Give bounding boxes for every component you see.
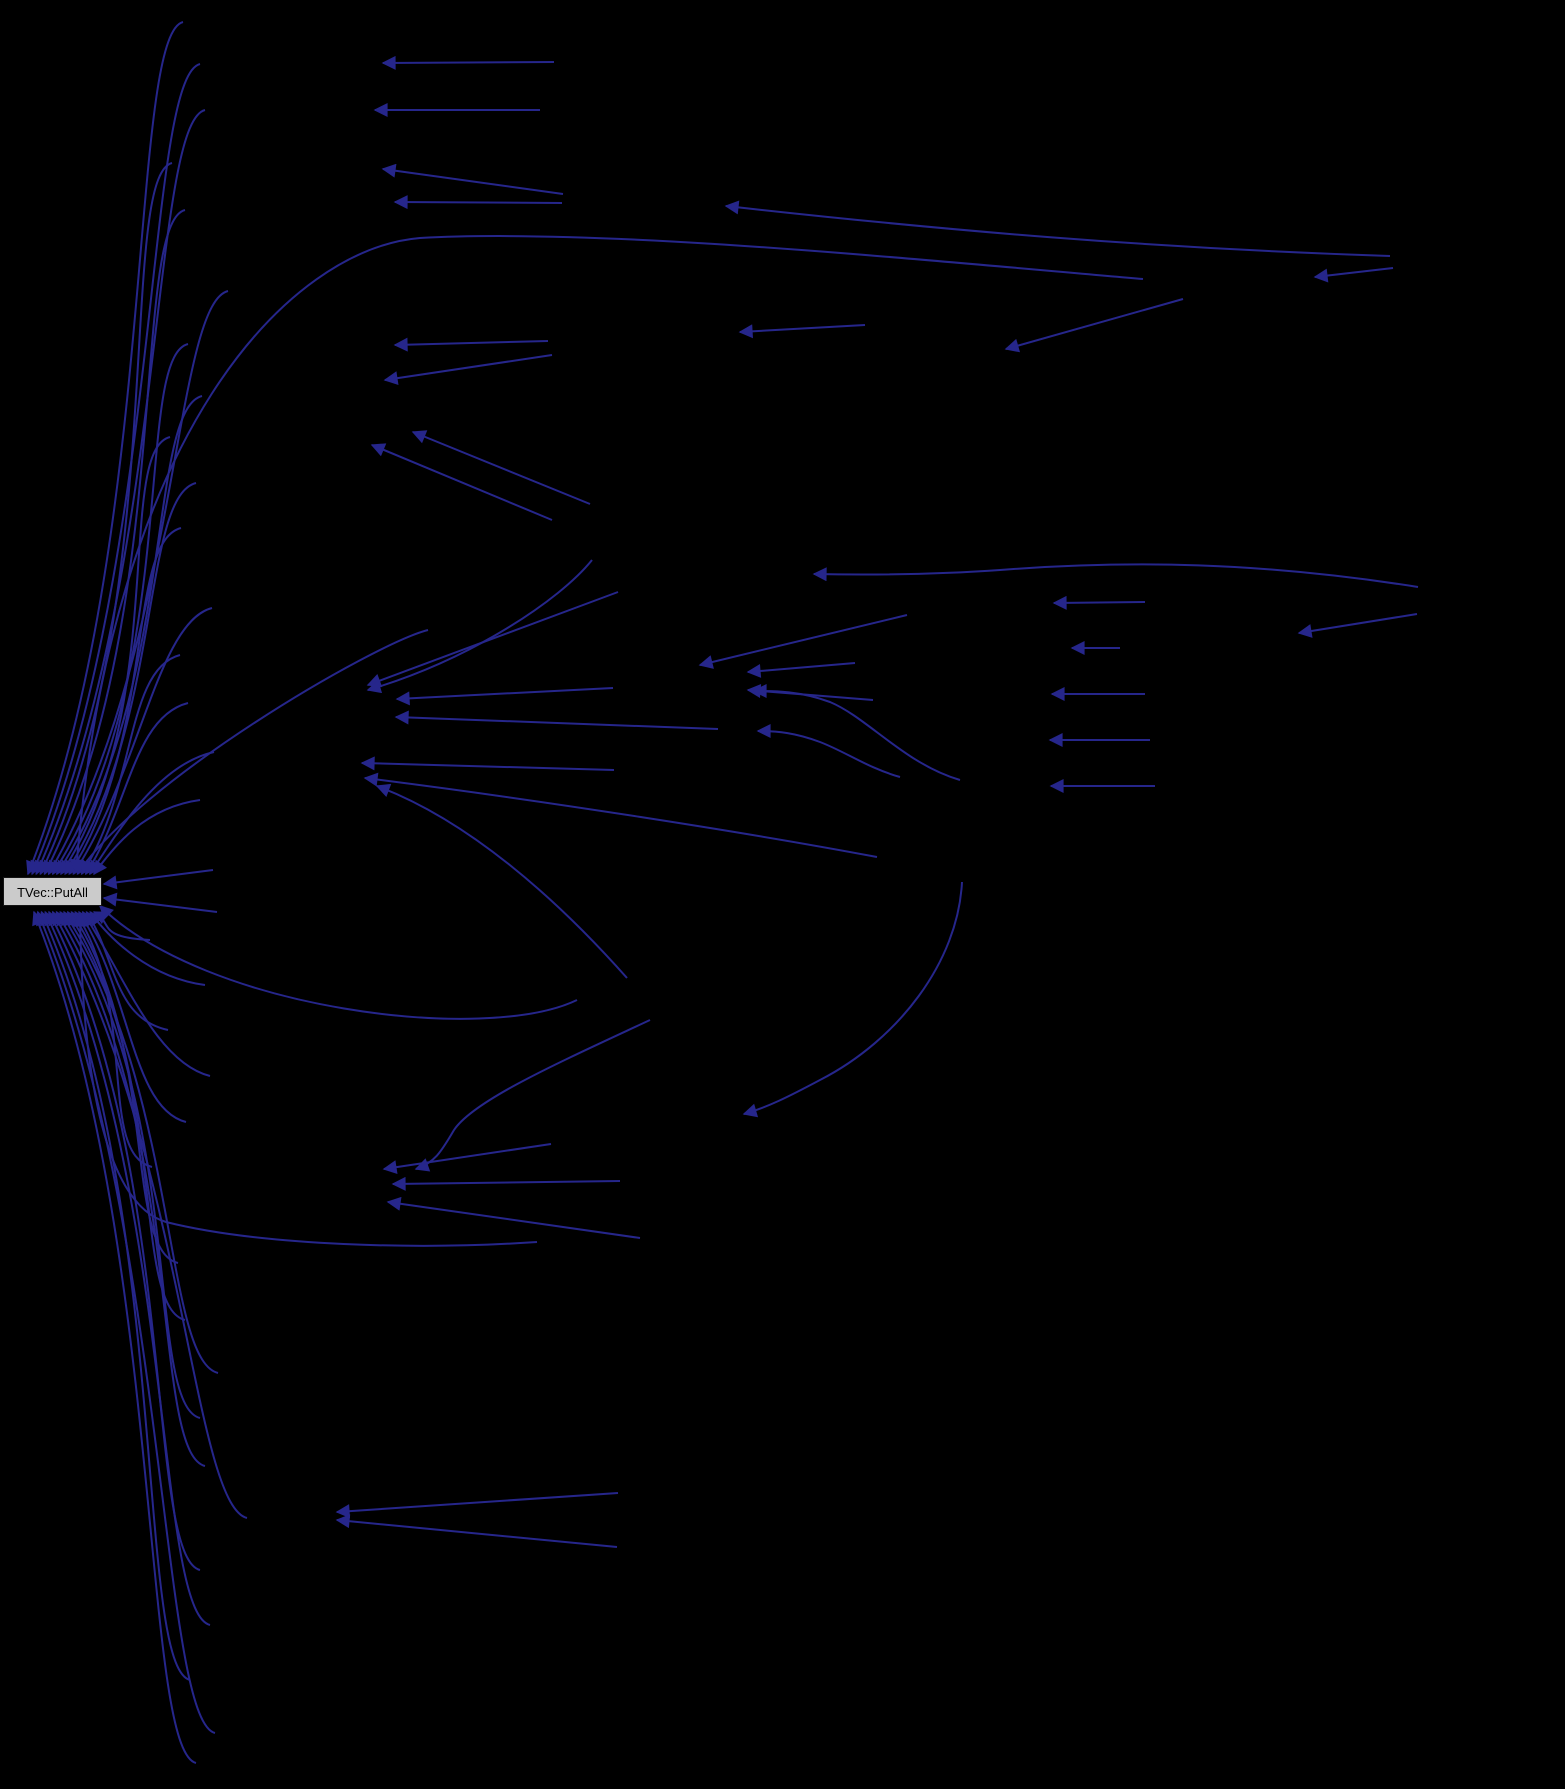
caller-edge-straight — [411, 430, 591, 505]
caller-edge-straight — [381, 55, 555, 70]
caller-edge-top — [26, 21, 184, 876]
caller-edge-straight — [382, 1143, 552, 1175]
caller-edge-curved — [756, 724, 901, 778]
caller-edge-top — [64, 482, 197, 876]
caller-edge-straight — [1004, 298, 1184, 353]
caller-edge-top — [93, 799, 201, 876]
caller-edge-curved — [752, 684, 961, 781]
caller-edge-straight — [383, 354, 553, 386]
caller-edge-straight — [1052, 595, 1146, 610]
caller-edge-straight — [391, 1176, 621, 1191]
caller-edge-curved — [375, 783, 628, 979]
caller-edge-straight — [370, 443, 553, 521]
caller-edge-straight — [395, 687, 614, 706]
caller-edge-bottom — [55, 910, 206, 1467]
caller-edge-straight — [360, 756, 615, 771]
caller-edge-bottom — [51, 910, 248, 1519]
caller-edge-long — [69, 235, 1144, 874]
caller-edge-top — [76, 629, 429, 876]
caller-edge-straight — [394, 710, 719, 730]
caller-edge-curved — [742, 881, 963, 1118]
caller-edge-curved — [366, 559, 593, 694]
caller-edge-bottom — [74, 910, 153, 1168]
caller-edge-straight — [386, 1196, 641, 1239]
caller-edge-straight — [738, 324, 866, 339]
caller-edge-bottom — [78, 910, 187, 1123]
caller-edge-curved — [363, 772, 878, 858]
caller-edge-bottom — [89, 910, 206, 986]
graph-node-tvec-putall[interactable]: TVec::PutAll — [3, 877, 102, 906]
caller-edge-straight — [1313, 267, 1394, 283]
graph-node-label: TVec::PutAll — [17, 885, 88, 900]
caller-edge-top — [80, 654, 181, 876]
caller-edge-top — [72, 607, 213, 876]
caller-edge-straight — [393, 195, 563, 210]
caller-edge-curved — [724, 200, 1391, 257]
caller-edge-curved — [414, 1019, 651, 1172]
caller-edge-straight — [381, 163, 564, 195]
caller-edge-curved — [812, 563, 1419, 588]
caller-edge-top — [89, 751, 215, 876]
caller-edge-straight — [393, 337, 549, 352]
caller-edge-bottom — [81, 910, 211, 1077]
caller-edge-bottom — [32, 910, 197, 1764]
caller-edge-straight — [698, 614, 908, 669]
caller-edge-straight — [102, 869, 214, 890]
caller-edge-top — [51, 343, 189, 876]
caller-edge-top — [68, 527, 182, 876]
caller-edge-straight — [335, 1492, 619, 1519]
caller-edge-bottom — [85, 910, 169, 1031]
caller-edge-bottom — [44, 910, 211, 1626]
caller-edge-top — [30, 63, 201, 876]
caller-edge-top — [35, 109, 206, 876]
caller-edge-straight — [1297, 613, 1418, 638]
caller-edge-straight — [366, 591, 619, 688]
caller-edge-top — [39, 162, 173, 876]
caller-edge-long — [98, 905, 578, 1020]
caller-edge-bottom — [63, 910, 219, 1374]
caller-edge-top — [56, 395, 203, 876]
caller-edge-bottom — [59, 910, 201, 1419]
caller-edge-long — [73, 912, 538, 1247]
caller-edge-top — [60, 436, 171, 876]
caller-edge-top — [43, 209, 186, 876]
caller-edge-top — [47, 290, 229, 876]
caller-edge-bottom — [66, 910, 186, 1321]
caller-edge-top — [84, 702, 189, 876]
caller-edge-bottom — [48, 910, 201, 1571]
caller-edge-straight — [335, 1514, 618, 1548]
caller-edge-bottom — [36, 910, 216, 1734]
caller-edge-straight — [746, 662, 856, 678]
caller-edge-straight — [102, 892, 218, 913]
